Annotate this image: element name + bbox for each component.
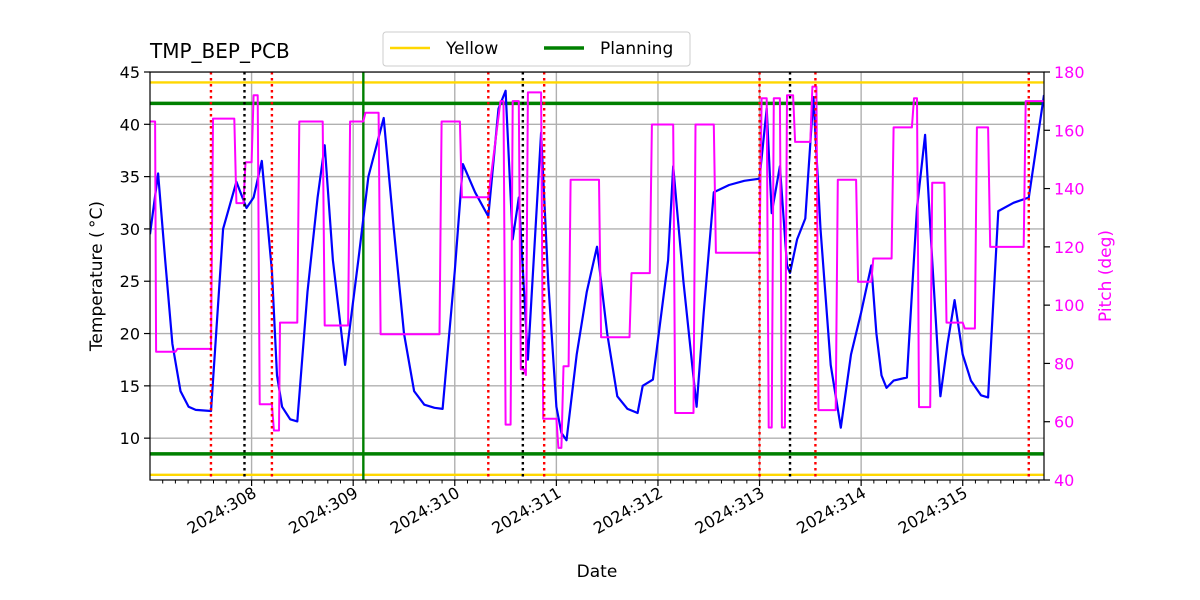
- x-tick-label: 2024:315: [895, 483, 971, 538]
- x-axis: 2024:308 2024:309 2024:310 2024:311 2024:312…: [162, 480, 1040, 538]
- x-tick-label: 2024:309: [285, 483, 361, 538]
- series: [150, 85, 1044, 449]
- x-tick-label: 2024:308: [184, 483, 260, 538]
- y-axis-label: Temperature ( °C): [87, 201, 107, 352]
- y2-tick-label: 80: [1054, 354, 1074, 373]
- plot-frame: [149, 71, 1045, 481]
- y2-tick-label: 160: [1054, 121, 1085, 140]
- x-tick-label: 2024:311: [488, 483, 564, 538]
- y-tick-label: 25: [120, 272, 140, 291]
- y-tick-label: 30: [120, 220, 140, 239]
- y-tick-label: 35: [120, 168, 140, 187]
- y-tick-label: 40: [120, 115, 140, 134]
- x-tick-label: 2024:312: [590, 483, 666, 538]
- y-tick-label: 45: [120, 63, 140, 82]
- x-tick-label: 2024:313: [692, 483, 768, 538]
- y-tick-label: 10: [120, 429, 140, 448]
- y2-tick-label: 140: [1054, 180, 1085, 199]
- y-axis-right: 40 60 80 100 120 140 160 180: [1044, 63, 1085, 490]
- y2-tick-label: 180: [1054, 63, 1085, 82]
- series-pitch: [150, 85, 1044, 449]
- y2-tick-label: 60: [1054, 413, 1074, 432]
- x-tick-label: 2024:310: [387, 483, 463, 538]
- y2-tick-label: 120: [1054, 238, 1085, 257]
- y2-tick-label: 100: [1054, 296, 1085, 315]
- event-lines: [209, 72, 1030, 480]
- chart-title: TMP_BEP_PCB: [149, 39, 290, 63]
- x-tick-label: 2024:314: [793, 483, 869, 538]
- y-axis-left: 10 15 20 25 30 35 40 45: [120, 63, 150, 448]
- legend-yellow-label: Yellow: [445, 39, 498, 59]
- y-tick-label: 15: [120, 377, 140, 396]
- legend-planning-label: Planning: [600, 39, 673, 59]
- legend: Yellow Planning: [382, 31, 691, 67]
- limit-lines: [150, 72, 1044, 480]
- x-axis-label: Date: [577, 562, 618, 582]
- series-temperature: [150, 89, 1044, 442]
- y2-tick-label: 40: [1054, 471, 1074, 490]
- y-tick-label: 20: [120, 325, 140, 344]
- grid: [150, 72, 1044, 480]
- legend-frame: [382, 31, 691, 67]
- y2-axis-label: Pitch (deg): [1096, 230, 1116, 322]
